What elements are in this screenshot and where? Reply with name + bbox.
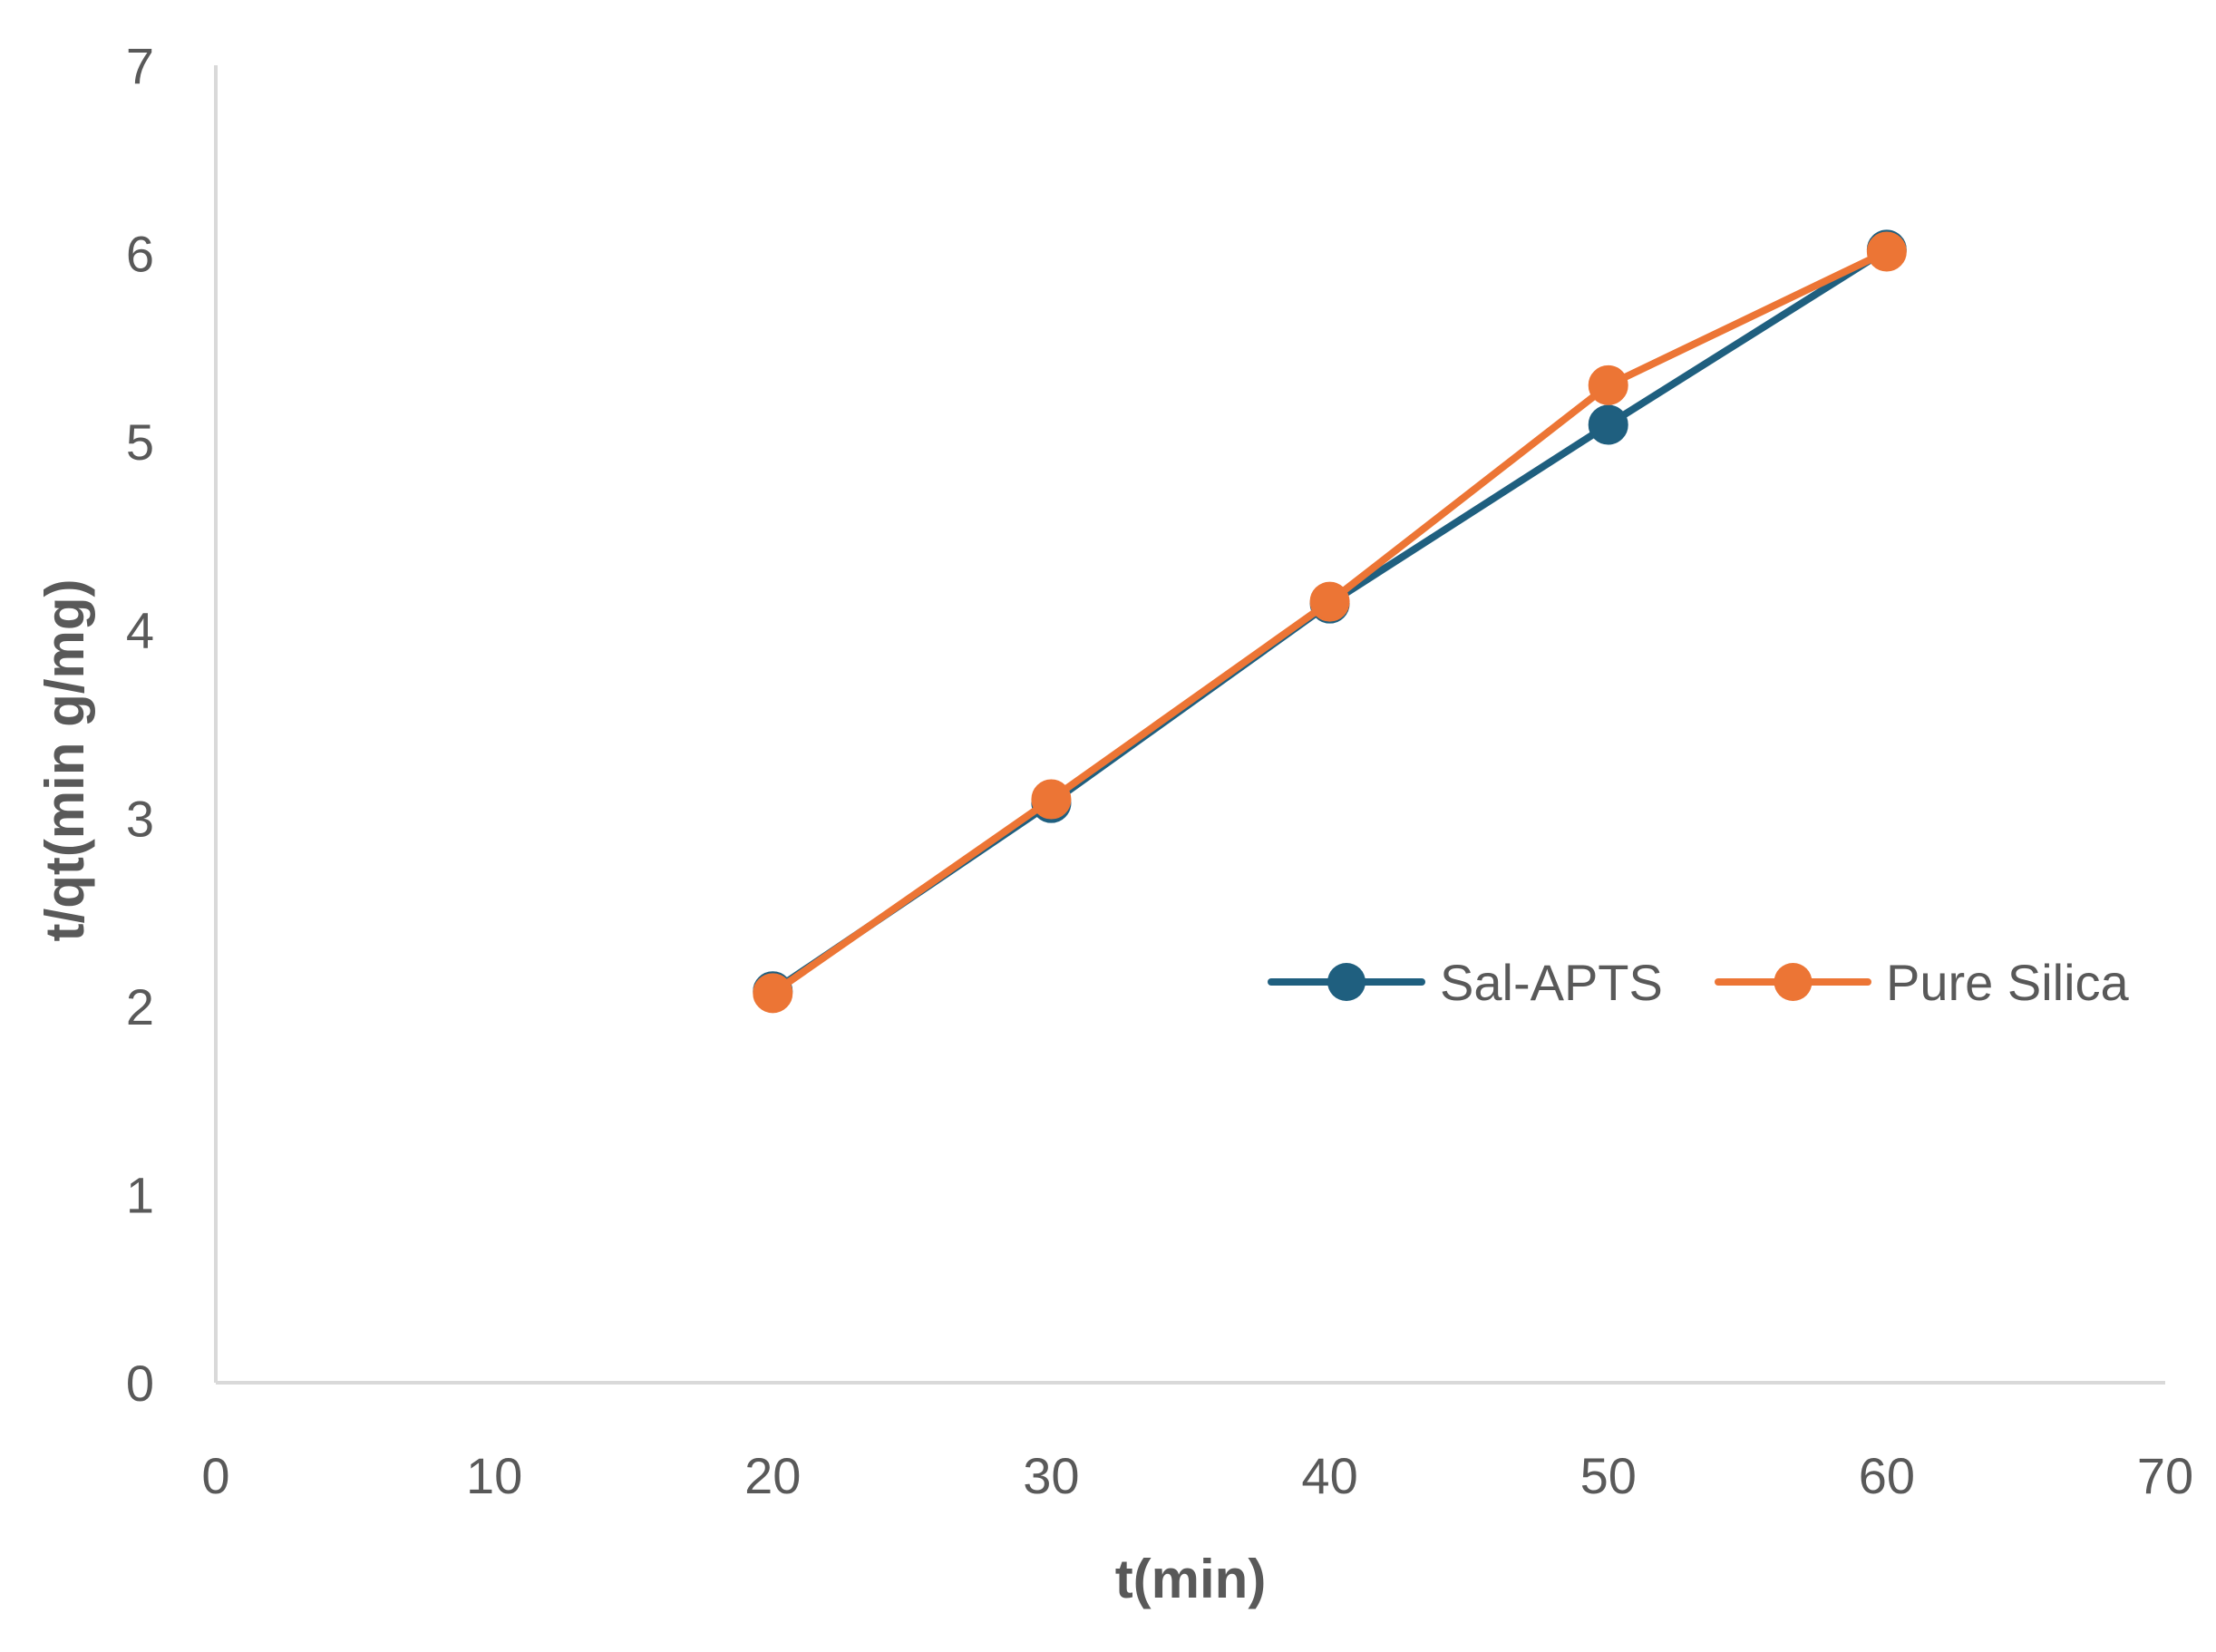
x-tick-labels: 0 10 20 30 40 50 60 70 xyxy=(201,1447,2193,1504)
x-tick-label: 70 xyxy=(2137,1447,2193,1504)
x-tick-label: 10 xyxy=(466,1447,522,1504)
data-point xyxy=(1588,404,1628,445)
x-tick-label: 0 xyxy=(201,1447,229,1504)
legend-item: Sal-APTS xyxy=(1268,954,1663,1011)
x-axis-title: t(min) xyxy=(1115,1549,1267,1609)
series-pure-silica xyxy=(753,231,1907,1014)
legend-marker xyxy=(1327,963,1366,1001)
axes xyxy=(214,65,2165,1385)
y-tick-label: 5 xyxy=(126,413,154,471)
data-point xyxy=(1309,581,1350,622)
y-tick-label: 3 xyxy=(126,790,154,847)
y-tick-label: 0 xyxy=(126,1355,154,1412)
x-tick-label: 30 xyxy=(1023,1447,1079,1504)
x-tick-label: 60 xyxy=(1859,1447,1915,1504)
y-tick-label: 1 xyxy=(126,1166,154,1223)
legend: Sal-APTS Pure Silica xyxy=(1268,954,2130,1011)
y-tick-label: 7 xyxy=(126,37,154,94)
y-axis-title: t/qt(min g/mg) xyxy=(34,579,95,942)
x-tick-label: 50 xyxy=(1580,1447,1637,1504)
x-tick-label: 40 xyxy=(1301,1447,1357,1504)
y-tick-label: 2 xyxy=(126,978,154,1035)
y-tick-label: 6 xyxy=(126,226,154,283)
data-point xyxy=(1031,779,1072,820)
y-tick-label: 4 xyxy=(126,602,154,659)
data-point xyxy=(753,973,793,1014)
data-point xyxy=(1866,231,1907,272)
legend-marker xyxy=(1774,963,1813,1001)
legend-label: Pure Silica xyxy=(1886,954,2130,1011)
series xyxy=(753,229,1907,1014)
data-point xyxy=(1588,364,1628,405)
legend-item: Pure Silica xyxy=(1715,954,2130,1011)
x-tick-label: 20 xyxy=(744,1447,801,1504)
y-tick-labels: 0 1 2 3 4 5 6 7 xyxy=(126,37,154,1412)
legend-label: Sal-APTS xyxy=(1440,954,1663,1011)
